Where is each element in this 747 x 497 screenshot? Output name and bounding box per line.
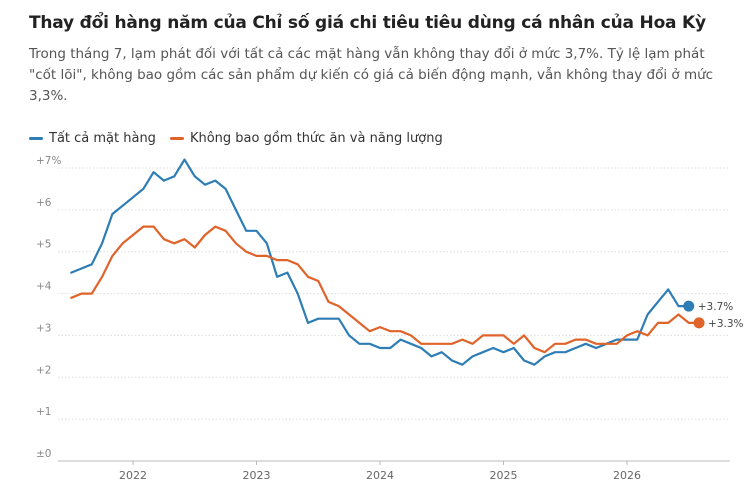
legend-label-all-items: Tất cả mặt hàng <box>49 130 156 146</box>
legend-swatch-core <box>169 136 184 140</box>
chart-title: Thay đổi hàng năm của Chỉ số giá chi tiê… <box>29 13 706 33</box>
x-tick-label: 2026 <box>613 469 641 482</box>
y-tick-label: ±0 <box>36 448 51 460</box>
legend-swatch-all-items <box>29 136 43 140</box>
series-line-all-items <box>70 158 690 366</box>
legend-label-core: Không bao gồm thức ăn và năng lượng <box>189 130 443 146</box>
y-tick-label: +1 <box>36 406 51 418</box>
legend-item-all-items: Tất cả mặt hàng <box>29 131 156 146</box>
end-marker-core <box>693 317 705 329</box>
x-tick-label: 2023 <box>243 469 271 482</box>
y-tick-label: +3 <box>36 322 51 334</box>
legend: Tất cả mặt hàng Không bao gồm thức ăn và… <box>29 130 457 146</box>
y-tick-label: +5 <box>36 239 51 251</box>
y-tick-label: +6 <box>36 197 52 209</box>
y-tick-label: +7% <box>36 155 61 167</box>
y-tick-label: +4 <box>36 281 52 293</box>
series-line-core <box>70 225 701 354</box>
x-tick-label: 2022 <box>119 469 147 482</box>
chart-subtitle: Trong tháng 7, lạm phát đối với tất cả c… <box>29 46 714 104</box>
x-tick-label: 2025 <box>490 469 518 482</box>
end-label-core: +3.3% <box>708 318 743 330</box>
x-tick-label: 2024 <box>366 469 394 482</box>
y-tick-label: +2 <box>36 364 51 376</box>
end-marker-all-items <box>683 300 695 312</box>
legend-item-core: Không bao gồm thức ăn và năng lượng <box>169 130 443 146</box>
end-label-all-items: +3.7% <box>698 301 733 313</box>
